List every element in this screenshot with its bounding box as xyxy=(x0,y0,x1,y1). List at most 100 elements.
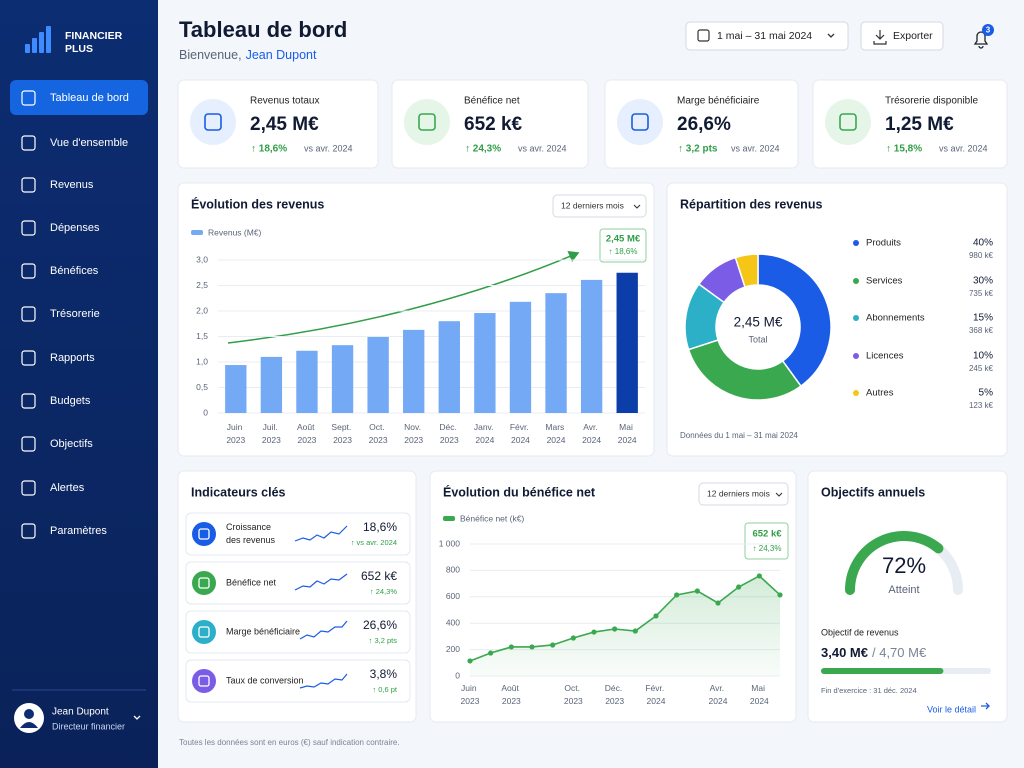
logo xyxy=(25,26,51,53)
y-tick-label: 2,0 xyxy=(196,305,208,315)
donut-center-label: Total xyxy=(748,334,767,344)
kpi-label: Revenus totaux xyxy=(250,96,320,107)
point xyxy=(694,588,700,594)
nav-icon xyxy=(21,135,36,151)
deadline: Fin d'exercice : 31 déc. 2024 xyxy=(821,686,917,695)
kpi-label: Trésorerie disponible xyxy=(885,96,978,107)
detail-link[interactable]: Voir le détail xyxy=(927,704,976,714)
legend-label: Licences xyxy=(866,351,904,362)
y-tick-label: 3,0 xyxy=(196,254,208,264)
indicator-glyph xyxy=(198,626,210,638)
indicator-change: ↑ 24,3% xyxy=(370,587,397,596)
kpi-icon xyxy=(190,99,236,145)
point xyxy=(632,628,638,634)
nav-item[interactable]: Bénéfices xyxy=(50,265,99,277)
export-button[interactable] xyxy=(860,21,944,51)
indicator-row xyxy=(185,659,411,703)
sparkline xyxy=(294,573,348,591)
indicator-glyph xyxy=(198,577,210,589)
nav-item[interactable]: Trésorerie xyxy=(50,308,100,320)
x-tick-label: Avr. 2024 xyxy=(709,683,728,706)
notification-badge xyxy=(982,24,994,36)
bar xyxy=(438,321,460,413)
kpi-card xyxy=(604,79,799,169)
point xyxy=(653,613,659,619)
legend-label: Abonnements xyxy=(866,313,925,324)
y-tick-label: 2,5 xyxy=(196,280,208,290)
date-picker[interactable] xyxy=(685,21,849,51)
point xyxy=(508,644,514,650)
bar xyxy=(296,350,318,413)
page-title: Tableau de bord xyxy=(179,17,347,42)
kpi-glyph xyxy=(204,113,222,131)
gauge-value xyxy=(845,531,944,595)
legend-amount: 735 k€ xyxy=(969,289,994,298)
kpi-icon xyxy=(404,99,450,145)
point xyxy=(488,650,494,656)
indicator-label: Taux de conversion xyxy=(226,675,304,685)
x-tick-label: Avr. 2024 xyxy=(582,422,601,445)
link-arrow[interactable] xyxy=(981,702,990,710)
nav-item[interactable]: Budgets xyxy=(50,395,91,407)
date-range: 1 mai – 31 mai 2024 xyxy=(717,30,812,42)
indicator-value: 26,6% xyxy=(363,618,397,632)
legend-percent: 10% xyxy=(973,351,993,362)
nav-item[interactable]: Tableau de bord xyxy=(50,92,129,104)
x-tick-label: Janv. 2024 xyxy=(474,422,496,445)
bell-icon[interactable] xyxy=(973,31,989,49)
nav-icon xyxy=(21,350,36,366)
legend-percent: 15% xyxy=(973,313,993,324)
annotation-value: 2,45 M€ xyxy=(606,234,641,245)
period-select[interactable] xyxy=(698,482,789,506)
legend-dot xyxy=(853,353,859,359)
nav-item[interactable]: Dépenses xyxy=(50,222,100,234)
nav-item[interactable]: Vue d'ensemble xyxy=(50,137,128,149)
x-tick-label: Déc. 2023 xyxy=(439,422,459,445)
indicator-glyph xyxy=(198,528,210,540)
x-tick-label: Mai 2024 xyxy=(618,422,637,445)
bar xyxy=(616,272,638,413)
nav-item[interactable]: Alertes xyxy=(50,482,85,494)
card-title: Répartition des revenus xyxy=(680,197,822,211)
welcome: Bienvenue, Jean Dupont xyxy=(179,48,317,62)
nav-item[interactable]: Paramètres xyxy=(50,525,107,537)
card-note: Données du 1 mai – 31 mai 2024 xyxy=(680,431,798,440)
y-tick-label: 0 xyxy=(455,670,460,680)
kpi-icon xyxy=(825,99,871,145)
user-role: Directeur financier xyxy=(52,721,125,731)
indicator-value: 18,6% xyxy=(363,520,397,534)
kpi-change: ↑ 24,3% xyxy=(465,144,501,155)
bar xyxy=(225,365,247,413)
brand: PLUS xyxy=(65,43,93,55)
target-label: Objectif de revenus xyxy=(821,627,899,637)
period-label: 12 derniers mois xyxy=(561,200,624,210)
active-nav[interactable] xyxy=(10,80,148,115)
user-chevron[interactable] xyxy=(133,715,141,720)
period-select[interactable] xyxy=(552,194,647,218)
legend-dot xyxy=(853,240,859,246)
legend-label: Services xyxy=(866,276,903,287)
bar xyxy=(474,313,496,413)
area xyxy=(470,575,780,676)
point xyxy=(467,658,473,664)
footer-note: Toutes les données sont en euros (€) sau… xyxy=(179,738,400,747)
gauge-label: 72% xyxy=(882,553,926,578)
nav-item[interactable]: Revenus xyxy=(50,179,94,191)
indicator-glyph xyxy=(198,675,210,687)
indicator-icon xyxy=(192,522,216,546)
nav-icon xyxy=(21,220,36,236)
x-tick-label: Août 2023 xyxy=(501,683,521,706)
legend-label: Revenus (M€) xyxy=(208,227,262,237)
point xyxy=(777,592,783,598)
kpi-compare: vs avr. 2024 xyxy=(731,143,780,153)
nav-item[interactable]: Objectifs xyxy=(50,438,93,450)
point xyxy=(736,584,742,590)
nav-item[interactable]: Rapports xyxy=(50,352,95,364)
point xyxy=(756,573,762,579)
avatar-body xyxy=(20,722,38,728)
x-tick-label: Oct. 2023 xyxy=(564,683,583,706)
kpi-card xyxy=(177,79,379,169)
y-tick-label: 400 xyxy=(446,617,460,627)
bar xyxy=(367,337,389,413)
